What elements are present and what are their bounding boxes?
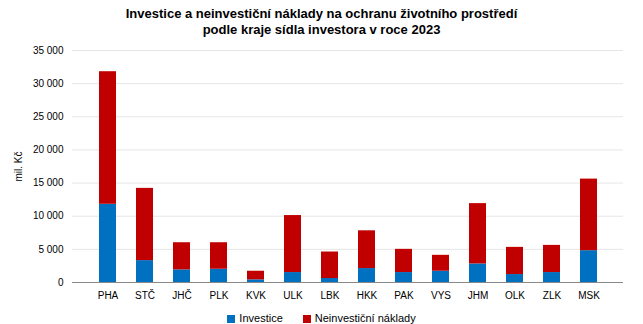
svg-text:PHA: PHA [98, 290, 119, 301]
html-text:Investice a neinvestiční nákla: Investice a neinvestiční náklady na ochr… [125, 6, 518, 37]
svg-text:OLK: OLK [505, 290, 525, 301]
svg-text:KVK: KVK [246, 290, 266, 301]
svg-text:20 000: 20 000 [33, 144, 64, 155]
svg-text:JHM: JHM [468, 290, 489, 301]
html-text:Investice: Investice [239, 312, 283, 324]
svg-text:STČ: STČ [135, 289, 155, 301]
svg-text:0: 0 [58, 277, 64, 288]
svg-text:mil. Kč: mil. Kč [13, 152, 24, 182]
svg-text:JHČ: JHČ [172, 289, 191, 301]
svg-text:25 000: 25 000 [33, 111, 64, 122]
svg-text:PLK: PLK [210, 290, 229, 301]
svg-text:15 000: 15 000 [33, 177, 64, 188]
svg-text:VYS: VYS [431, 290, 451, 301]
svg-text:10 000: 10 000 [33, 210, 64, 221]
svg-text:MSK: MSK [578, 290, 600, 301]
html-text:Neinvestiční náklady: Neinvestiční náklady [314, 312, 416, 324]
svg-text:LBK: LBK [321, 290, 340, 301]
svg-text:5 000: 5 000 [38, 244, 63, 255]
svg-text:35 000: 35 000 [33, 45, 64, 56]
svg-text:ZLK: ZLK [543, 290, 562, 301]
svg-text:30 000: 30 000 [33, 78, 64, 89]
svg-text:PAK: PAK [394, 290, 414, 301]
svg-text:ULK: ULK [283, 290, 303, 301]
svg-text:HKK: HKK [357, 290, 378, 301]
